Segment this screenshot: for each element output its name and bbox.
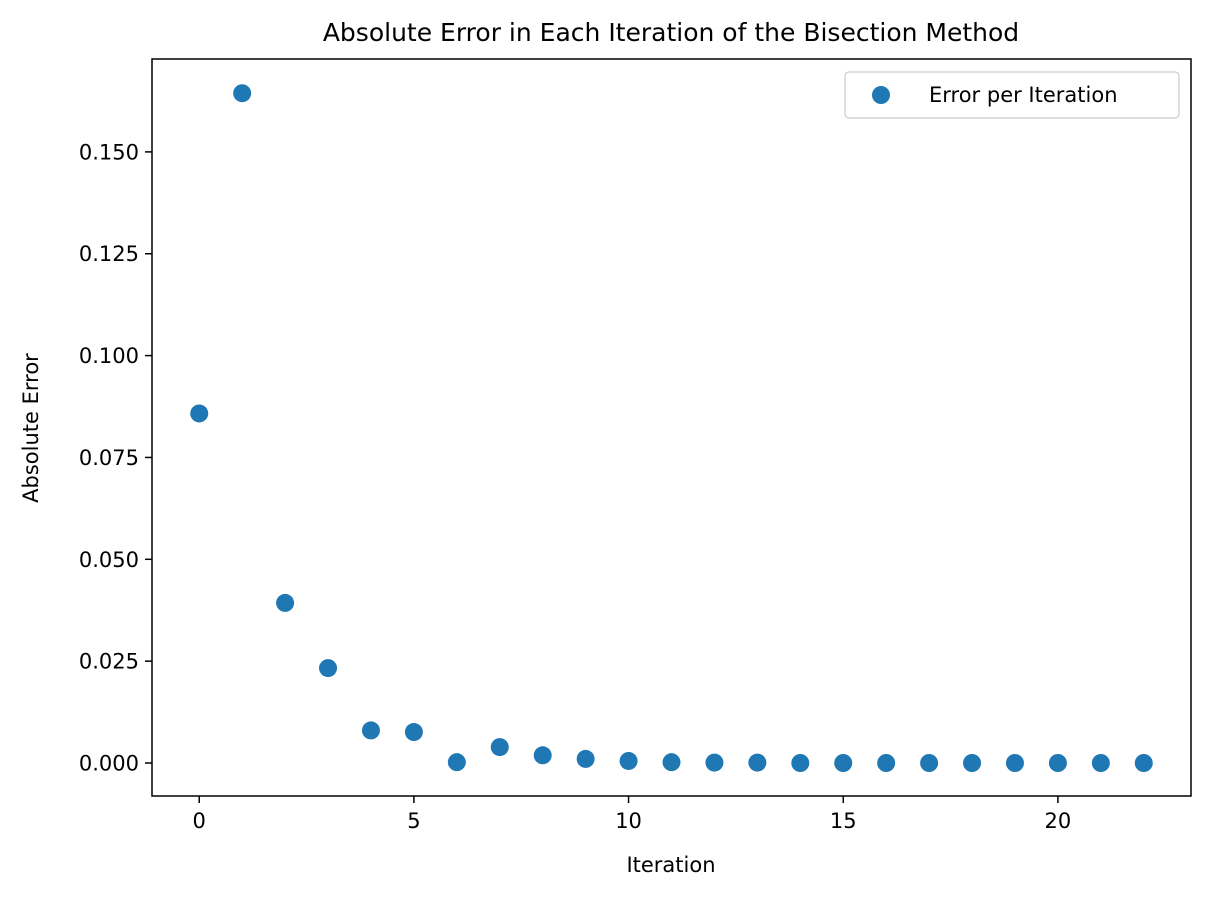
x-axis-ticks: 0 5 10 15 20	[193, 796, 1072, 833]
data-point	[233, 84, 252, 103]
legend: Error per Iteration	[844, 71, 1180, 119]
data-point	[533, 746, 552, 765]
data-point	[576, 749, 595, 768]
data-point	[834, 754, 853, 772]
data-point	[404, 723, 423, 742]
data-point	[619, 751, 638, 770]
y-tick-label: 0.025	[79, 650, 139, 674]
data-point	[920, 754, 939, 772]
x-tick-label: 20	[1045, 809, 1072, 833]
data-point	[361, 721, 380, 740]
data-point	[276, 593, 295, 612]
y-tick-label: 0.100	[79, 344, 139, 368]
y-axis-ticks: 0.000 0.025 0.050 0.075 0.100 0.125 0.150	[79, 140, 152, 776]
y-tick-label: 0.050	[79, 548, 139, 572]
x-tick-label: 0	[193, 809, 206, 833]
legend-marker	[872, 86, 890, 104]
data-point	[1048, 754, 1067, 772]
y-tick-label: 0.125	[79, 242, 139, 266]
data-point	[963, 754, 982, 772]
legend-entry-label: Error per Iteration	[929, 83, 1118, 107]
data-point	[490, 738, 509, 757]
legend-box	[844, 71, 1180, 119]
data-points	[190, 84, 1153, 772]
data-point	[748, 753, 767, 772]
x-tick-label: 5	[407, 809, 420, 833]
x-tick-label: 10	[615, 809, 642, 833]
data-point	[447, 753, 466, 772]
data-point	[662, 753, 681, 772]
y-axis-label: Absolute Error	[19, 353, 43, 503]
data-point	[705, 753, 724, 772]
data-point	[1091, 754, 1110, 772]
y-tick-label: 0.075	[79, 446, 139, 470]
data-point	[1005, 754, 1024, 772]
y-tick-label: 0.150	[79, 140, 139, 164]
y-tick-label: 0.000	[79, 752, 139, 776]
plot-area-frame	[151, 58, 1192, 797]
data-point	[1134, 754, 1153, 772]
x-axis-label: Iteration	[626, 853, 715, 877]
x-tick-label: 15	[830, 809, 857, 833]
data-point	[319, 659, 338, 678]
data-point	[190, 404, 209, 423]
data-point	[791, 754, 810, 772]
data-point	[877, 754, 896, 772]
chart-title: Absolute Error in Each Iteration of the …	[323, 18, 1019, 47]
